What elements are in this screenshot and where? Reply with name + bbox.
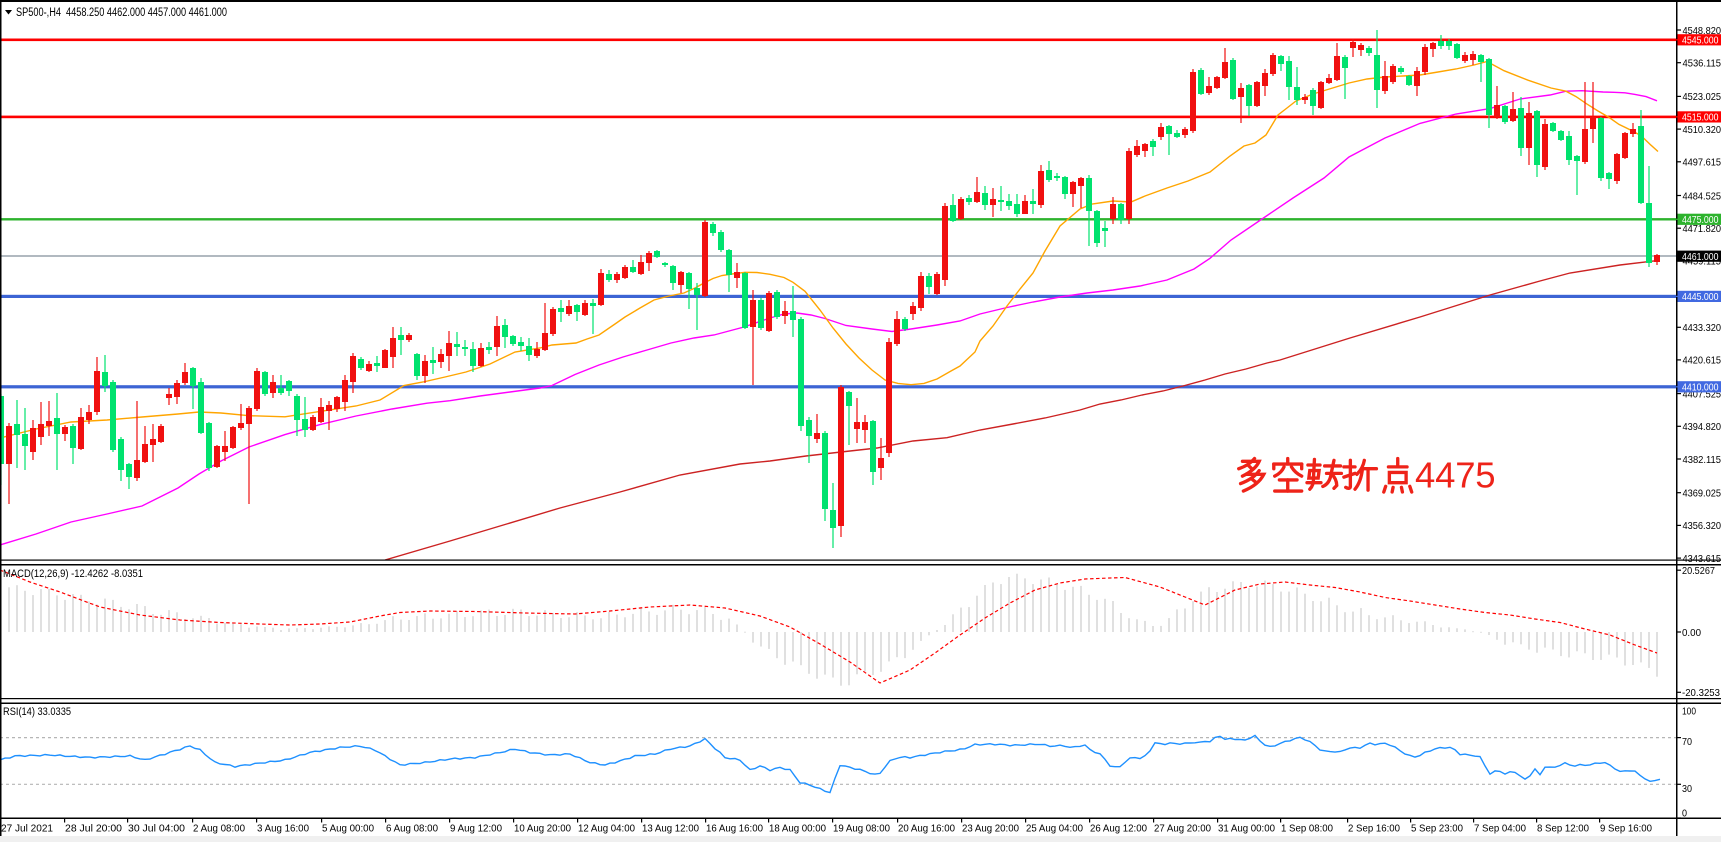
svg-text:1 Sep 08:00: 1 Sep 08:00 [1281,823,1333,835]
svg-text:26 Aug 12:00: 26 Aug 12:00 [1090,823,1147,835]
svg-text:19 Aug 08:00: 19 Aug 08:00 [833,823,890,835]
svg-text:4461.000: 4461.000 [1682,251,1719,263]
svg-text:4523.025: 4523.025 [1683,91,1721,103]
svg-text:4394.820: 4394.820 [1683,421,1721,433]
svg-text:-20.3253: -20.3253 [1682,687,1720,699]
svg-text:30: 30 [1682,783,1692,795]
svg-text:5 Aug 00:00: 5 Aug 00:00 [322,823,374,835]
svg-text:3 Aug 16:00: 3 Aug 16:00 [257,823,309,835]
svg-text:30 Jul 04:00: 30 Jul 04:00 [128,823,185,835]
svg-text:MACD(12,26,9) -12.4262 -8.0351: MACD(12,26,9) -12.4262 -8.0351 [3,568,143,580]
svg-text:31 Aug 00:00: 31 Aug 00:00 [1218,823,1275,835]
svg-text:28 Jul 20:00: 28 Jul 20:00 [65,823,122,835]
svg-text:2 Aug 08:00: 2 Aug 08:00 [193,823,245,835]
svg-text:100: 100 [1682,705,1696,717]
svg-text:RSI(14) 33.0335: RSI(14) 33.0335 [3,706,71,718]
svg-text:9 Aug 12:00: 9 Aug 12:00 [450,823,502,835]
svg-text:2 Sep 16:00: 2 Sep 16:00 [1348,823,1400,835]
svg-text:4475.000: 4475.000 [1682,214,1719,226]
svg-text:0.00: 0.00 [1682,627,1701,639]
svg-text:4410.000: 4410.000 [1682,382,1719,394]
svg-text:9 Sep 16:00: 9 Sep 16:00 [1600,823,1652,835]
svg-text:4356.320: 4356.320 [1683,520,1721,532]
svg-text:27 Jul 2021: 27 Jul 2021 [1,823,53,835]
svg-text:4497.615: 4497.615 [1683,157,1721,169]
svg-text:4510.320: 4510.320 [1683,124,1721,136]
svg-text:70: 70 [1682,736,1692,748]
svg-text:16 Aug 16:00: 16 Aug 16:00 [706,823,763,835]
svg-text:8 Sep 12:00: 8 Sep 12:00 [1537,823,1589,835]
svg-text:23 Aug 20:00: 23 Aug 20:00 [962,823,1019,835]
svg-text:27 Aug 20:00: 27 Aug 20:00 [1154,823,1211,835]
svg-text:SP500-,H4 4458.250 4462.000 4: SP500-,H4 4458.250 4462.000 4457.000 446… [16,7,227,19]
svg-text:4548.820: 4548.820 [1683,25,1721,37]
svg-text:0: 0 [1682,807,1687,819]
svg-text:4484.525: 4484.525 [1683,190,1721,202]
svg-text:4433.320: 4433.320 [1683,322,1721,334]
svg-text:4475: 4475 [1415,455,1495,496]
svg-text:4471.820: 4471.820 [1683,223,1721,235]
svg-text:12 Aug 04:00: 12 Aug 04:00 [578,823,635,835]
svg-text:6 Aug 08:00: 6 Aug 08:00 [386,823,438,835]
svg-text:4445.000: 4445.000 [1682,291,1719,303]
svg-text:5 Sep 23:00: 5 Sep 23:00 [1411,823,1463,835]
svg-text:4382.115: 4382.115 [1683,454,1721,466]
svg-text:4536.115: 4536.115 [1683,58,1721,70]
svg-text:13 Aug 12:00: 13 Aug 12:00 [642,823,699,835]
svg-text:4343.615: 4343.615 [1683,553,1721,565]
svg-text:20.5267: 20.5267 [1682,565,1715,577]
svg-text:10 Aug 20:00: 10 Aug 20:00 [514,823,571,835]
svg-text:20 Aug 16:00: 20 Aug 16:00 [898,823,955,835]
svg-text:7 Sep 04:00: 7 Sep 04:00 [1474,823,1526,835]
svg-text:4420.615: 4420.615 [1683,355,1721,367]
svg-text:4545.000: 4545.000 [1682,35,1719,47]
svg-text:4369.025: 4369.025 [1683,488,1721,500]
svg-text:4515.000: 4515.000 [1682,112,1719,124]
svg-text:18 Aug 00:00: 18 Aug 00:00 [769,823,826,835]
svg-text:25 Aug 04:00: 25 Aug 04:00 [1026,823,1083,835]
